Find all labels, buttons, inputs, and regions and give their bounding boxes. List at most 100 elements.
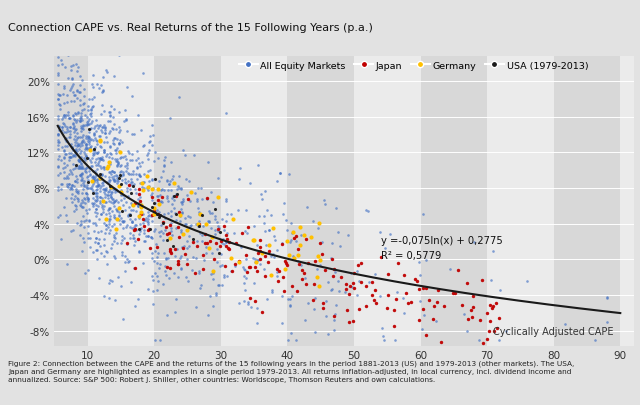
- Point: [96, 144, 106, 151]
- Point: [60, 115, 70, 122]
- Point: [133, 155, 143, 162]
- Point: [88, 220, 99, 227]
- Point: [260, 242, 271, 248]
- Point: [127, 179, 138, 186]
- Point: [76, 154, 86, 160]
- Point: [195, 211, 205, 217]
- Point: [89, 132, 99, 139]
- Point: [70, 117, 80, 124]
- Point: [60, 151, 70, 158]
- Point: [76, 160, 86, 167]
- Point: [83, 179, 93, 186]
- Point: [116, 233, 127, 240]
- Point: [70, 194, 80, 200]
- Point: [326, 256, 337, 262]
- Point: [105, 277, 115, 284]
- Point: [116, 188, 126, 194]
- Point: [212, 259, 222, 266]
- Point: [165, 249, 175, 256]
- Point: [74, 165, 84, 171]
- Point: [403, 300, 413, 306]
- Point: [272, 269, 282, 276]
- Point: [494, 315, 504, 322]
- Point: [93, 203, 103, 210]
- Point: [70, 126, 81, 133]
- Point: [129, 235, 139, 242]
- Point: [97, 180, 107, 187]
- Point: [315, 240, 325, 247]
- Point: [418, 211, 428, 218]
- Point: [67, 84, 77, 90]
- Point: [81, 217, 92, 224]
- Point: [109, 135, 119, 142]
- Point: [73, 64, 83, 71]
- Point: [77, 197, 88, 204]
- Point: [147, 205, 157, 211]
- Point: [77, 181, 88, 187]
- Point: [100, 125, 111, 131]
- Point: [117, 209, 127, 215]
- Point: [60, 147, 70, 153]
- Point: [166, 213, 176, 220]
- Point: [95, 134, 105, 140]
- Point: [116, 174, 126, 180]
- Point: [189, 190, 200, 197]
- Point: [184, 179, 195, 185]
- Point: [150, 249, 160, 255]
- Point: [88, 177, 98, 183]
- Point: [213, 194, 223, 200]
- Point: [76, 115, 86, 122]
- Point: [61, 124, 72, 131]
- Point: [59, 113, 69, 119]
- Point: [303, 300, 313, 306]
- Point: [141, 173, 152, 179]
- Point: [267, 287, 277, 293]
- Point: [170, 309, 180, 315]
- Point: [92, 184, 102, 190]
- Point: [272, 247, 282, 254]
- Point: [158, 237, 168, 244]
- Point: [133, 236, 143, 243]
- Point: [201, 244, 211, 251]
- Point: [77, 138, 87, 145]
- Point: [67, 183, 77, 189]
- Point: [128, 202, 138, 209]
- Point: [192, 238, 202, 245]
- Point: [118, 220, 128, 226]
- Point: [257, 250, 268, 257]
- Point: [131, 157, 141, 163]
- Point: [109, 199, 119, 206]
- Point: [229, 230, 239, 237]
- Point: [70, 153, 80, 160]
- Point: [111, 173, 121, 179]
- Point: [117, 316, 127, 323]
- Point: [286, 237, 296, 243]
- Point: [170, 225, 180, 232]
- Point: [176, 185, 186, 192]
- Point: [107, 196, 117, 203]
- Point: [221, 196, 231, 203]
- Point: [106, 172, 116, 178]
- Point: [180, 215, 190, 222]
- Point: [99, 123, 109, 129]
- Point: [181, 239, 191, 245]
- Point: [109, 170, 119, 176]
- Point: [75, 98, 85, 104]
- Point: [136, 202, 147, 209]
- Point: [466, 307, 476, 314]
- Point: [122, 212, 132, 218]
- Point: [162, 194, 172, 200]
- Point: [241, 275, 251, 282]
- Point: [52, 142, 63, 149]
- Point: [104, 110, 115, 116]
- Point: [96, 128, 106, 134]
- Point: [62, 126, 72, 133]
- Point: [136, 205, 147, 211]
- Point: [122, 222, 132, 228]
- Point: [101, 154, 111, 160]
- Point: [143, 168, 153, 175]
- Point: [106, 162, 116, 168]
- Point: [369, 271, 380, 277]
- Point: [164, 248, 175, 255]
- Point: [177, 229, 187, 236]
